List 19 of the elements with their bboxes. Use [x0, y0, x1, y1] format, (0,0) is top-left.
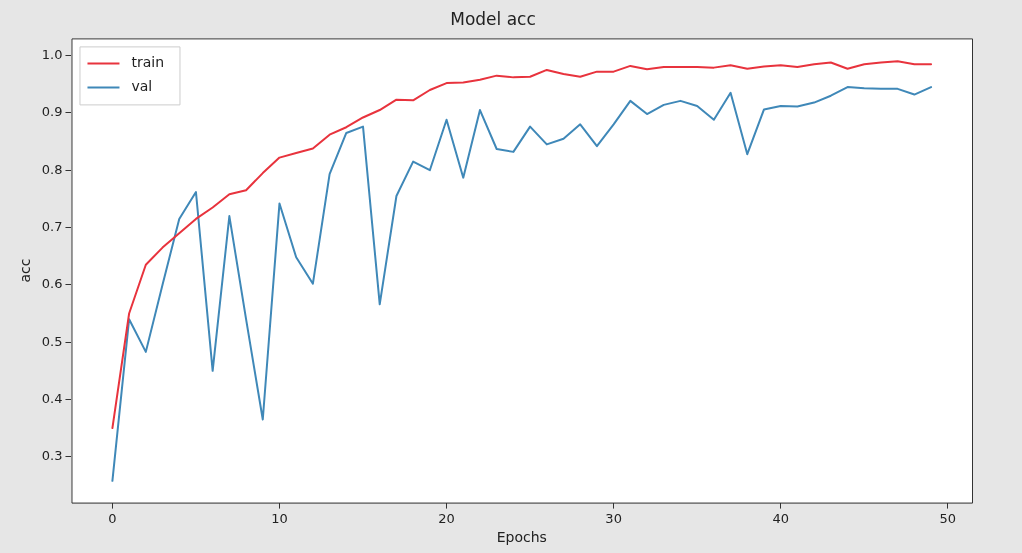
legend-label: val — [131, 78, 153, 95]
y-tick-label: 0.5 — [41, 333, 63, 349]
y-tick-label: 0.4 — [41, 390, 63, 406]
chart-title: Model acc — [450, 8, 536, 29]
y-tick-label: 0.6 — [41, 276, 63, 292]
x-tick-label: 40 — [772, 510, 789, 526]
legend-label: train — [131, 54, 165, 71]
x-tick-label: 20 — [438, 510, 455, 526]
x-tick-label: 10 — [271, 510, 288, 526]
y-tick-label: 0.9 — [41, 104, 63, 120]
y-tick-label: 0.8 — [41, 161, 63, 177]
y-axis-title: acc — [17, 258, 34, 283]
x-tick-label: 50 — [939, 510, 957, 526]
y-tick-label: 1.0 — [41, 46, 63, 62]
y-tick-label: 0.3 — [41, 448, 63, 464]
x-tick-label: 0 — [108, 510, 117, 526]
y-tick-label: 0.7 — [41, 218, 63, 234]
x-axis-title: Epochs — [496, 529, 547, 546]
x-tick-label: 30 — [605, 510, 622, 526]
